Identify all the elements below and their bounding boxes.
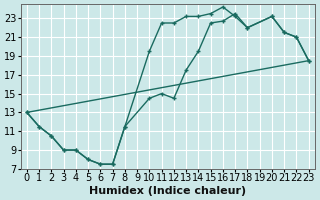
X-axis label: Humidex (Indice chaleur): Humidex (Indice chaleur) — [89, 186, 246, 196]
